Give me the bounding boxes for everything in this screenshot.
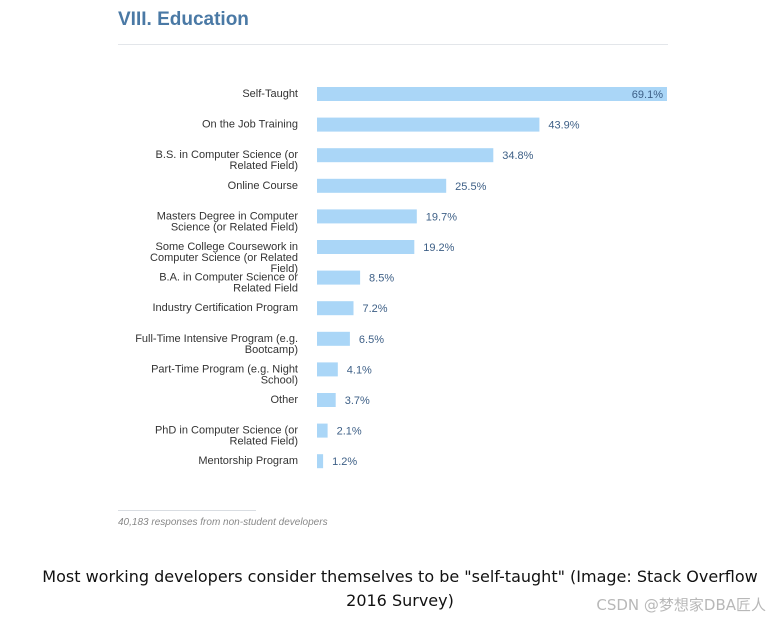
responses-footnote: 40,183 responses from non-student develo… (118, 517, 328, 528)
category-label: Some College Coursework in Computer Scien… (150, 241, 298, 275)
category-label: Full-Time Intensive Program (e.g. Bootcam… (135, 333, 298, 356)
category-label: Industry Certification Program (153, 302, 299, 314)
bar (317, 270, 361, 285)
category-label: B.A. in Computer Science or Related Field (159, 272, 298, 295)
category-label: Online Course (228, 180, 298, 192)
value-label: 8.5% (369, 273, 394, 285)
category-label: Other (270, 394, 298, 406)
category-label: B.S. in Computer Science (or Related Fiel… (156, 149, 299, 172)
csdn-watermark: CSDN @梦想家DBA匠人 (596, 596, 766, 614)
footnote-divider (118, 510, 256, 511)
bar (317, 393, 336, 407)
bar (317, 148, 494, 163)
category-label: Self-Taught (242, 88, 298, 100)
bar (317, 362, 338, 377)
bar (317, 423, 328, 438)
title-divider (118, 44, 668, 45)
education-bar-chart: Self-Taught 69.1% On the Job Training 43.9%… (135, 87, 667, 469)
value-label: 6.5% (359, 334, 384, 346)
image-caption: Most working developers consider themsel… (42, 567, 758, 610)
value-label: 7.2% (362, 303, 387, 315)
category-label: Masters Degree in Computer Science (or Re… (157, 210, 299, 233)
value-label: 25.5% (455, 181, 486, 193)
value-label: 1.2% (332, 456, 357, 468)
value-label: 69.1% (632, 89, 663, 101)
value-label: 34.8% (502, 150, 533, 162)
bar (317, 301, 354, 316)
bar (317, 240, 415, 254)
bar (317, 117, 540, 132)
section-title: VIII. Education (118, 9, 249, 30)
category-label: PhD in Computer Science (or Related Field… (155, 425, 298, 448)
bar (317, 209, 417, 224)
bar (317, 87, 667, 101)
bar (317, 454, 324, 469)
bar (317, 178, 447, 193)
category-label: Mentorship Program (198, 455, 298, 467)
value-label: 19.2% (423, 242, 454, 254)
value-label: 2.1% (337, 426, 362, 438)
value-label: 43.9% (548, 120, 579, 132)
bar (317, 331, 350, 346)
value-label: 19.7% (426, 211, 457, 223)
category-label: On the Job Training (202, 119, 298, 131)
value-label: 4.1% (347, 364, 372, 376)
category-label: Part-Time Program (e.g. Night School) (151, 363, 298, 386)
value-label: 3.7% (345, 395, 370, 407)
